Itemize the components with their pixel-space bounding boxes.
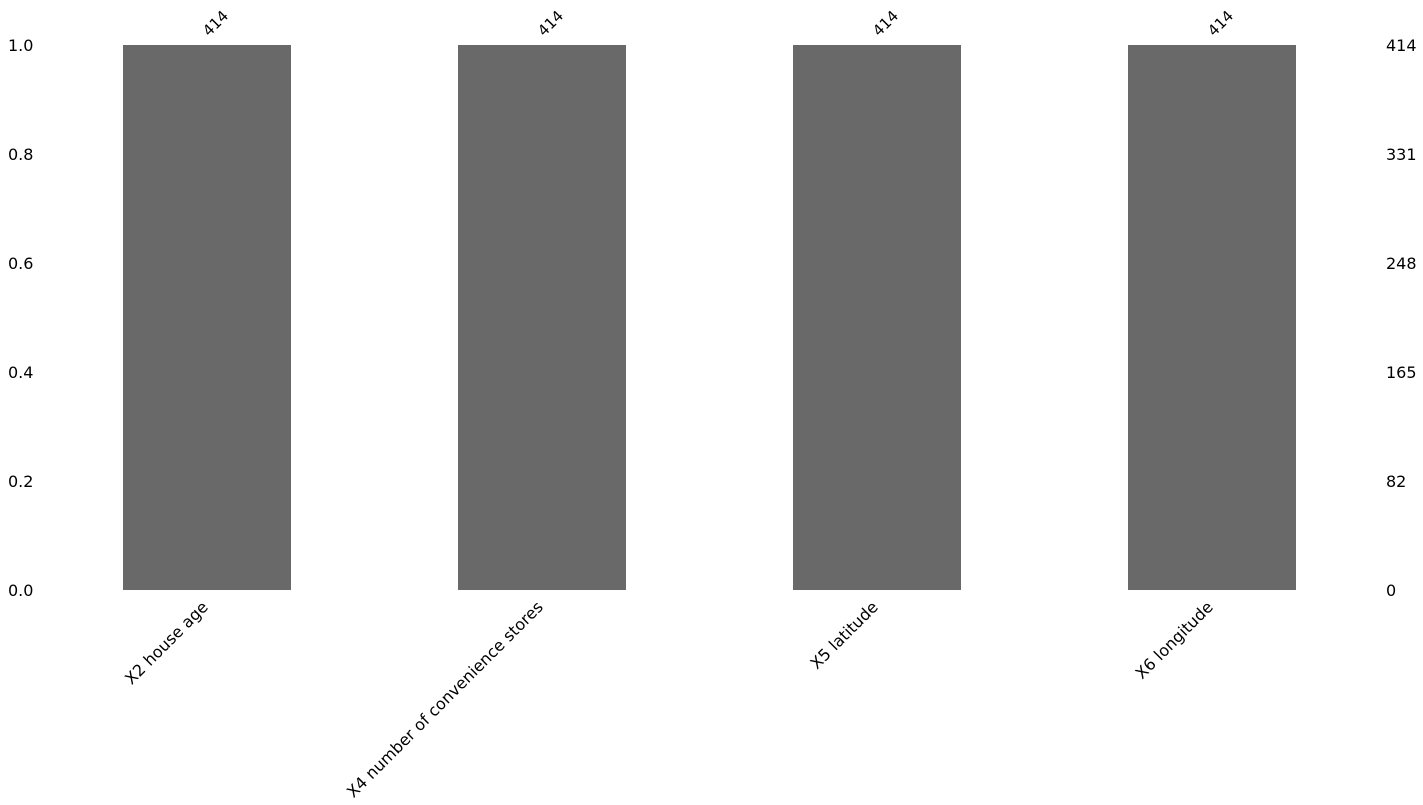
bar [1128,45,1296,590]
right-tick-label: 82 [1386,472,1406,491]
category-label: X6 longitude [1132,597,1217,682]
bar-count-label: 414 [869,7,902,40]
category-labels: X2 house age X4 number of convenience sto… [121,597,1217,801]
left-axis: 0.0 0.2 0.4 0.6 0.8 1.0 [8,36,33,600]
category-label: X5 latitude [806,597,881,672]
bar [123,45,291,590]
bar-count-label: 414 [534,7,567,40]
left-tick-label: 0.2 [8,472,33,491]
category-label: X2 house age [121,597,212,688]
right-tick-label: 331 [1386,145,1417,164]
left-tick-label: 0.6 [8,254,33,273]
bar [793,45,961,590]
bar [458,45,626,590]
bar-count-label: 414 [199,7,232,40]
right-tick-label: 248 [1386,254,1417,273]
bar-count-label: 414 [1204,7,1237,40]
left-tick-label: 0.8 [8,145,33,164]
bars [123,45,1296,590]
right-tick-label: 165 [1386,363,1417,382]
category-label: X4 number of convenience stores [343,597,547,801]
left-tick-label: 0.4 [8,363,33,382]
count-labels: 414 414 414 414 [199,7,1237,40]
left-tick-label: 1.0 [8,36,33,55]
right-tick-label: 414 [1386,36,1417,55]
right-tick-label: 0 [1386,581,1396,600]
left-tick-label: 0.0 [8,581,33,600]
right-axis: 0 82 165 248 331 414 [1386,36,1417,600]
